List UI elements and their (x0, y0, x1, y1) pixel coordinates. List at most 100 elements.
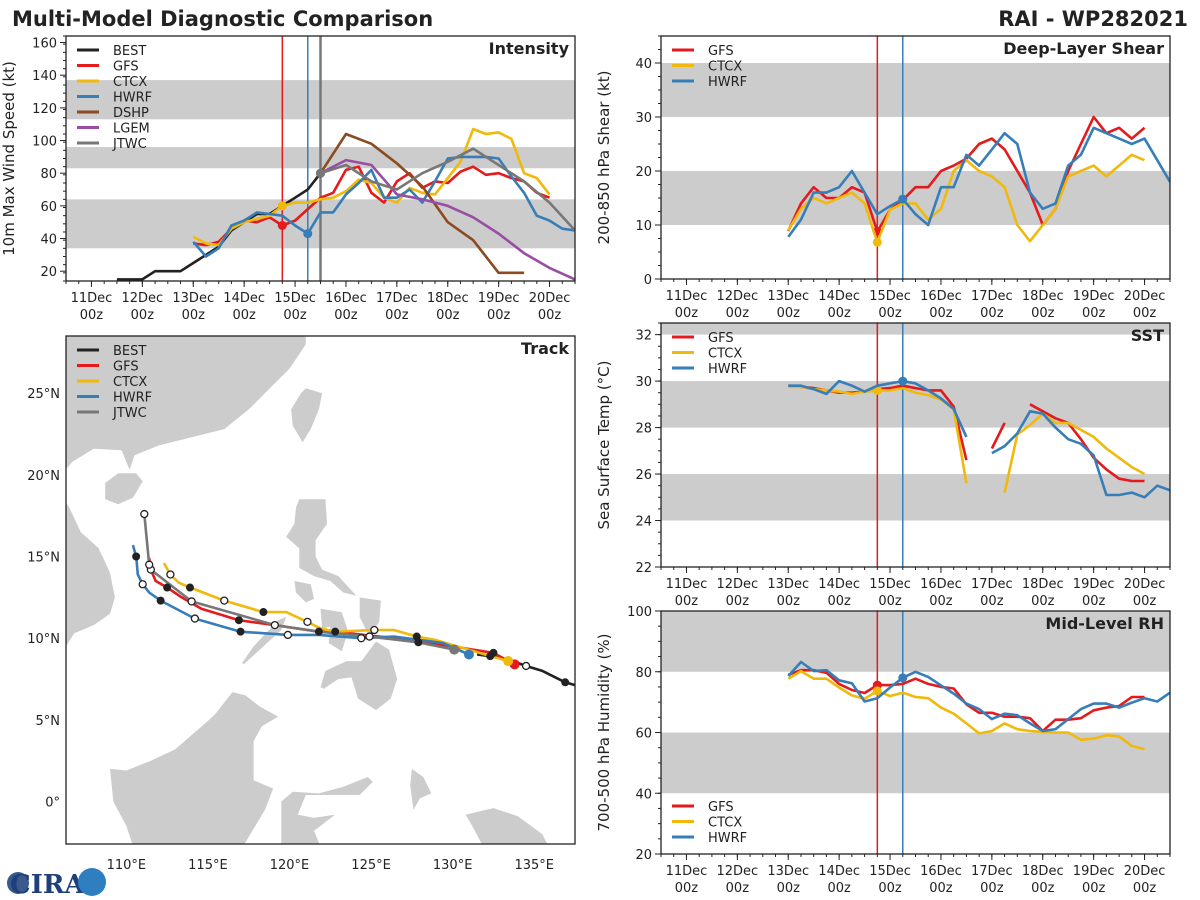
x-tick-label-hour: 00z (675, 306, 699, 321)
x-tick-label-date: 20Dec (1124, 864, 1166, 879)
track-point-filled (156, 596, 165, 605)
x-tick-label-date: 15Dec (869, 289, 911, 304)
x-tick-label-date: 19Dec (1073, 289, 1115, 304)
init-marker-hwrf (898, 673, 908, 683)
track-point-open (283, 630, 293, 640)
track-point-filled (163, 583, 172, 592)
series-line-dshp (319, 132, 525, 275)
init-marker-jtwc (316, 168, 325, 178)
x-tick-label-hour: 00z (878, 881, 902, 896)
track-point-open (303, 617, 312, 627)
x-tick-label-hour: 00z (929, 881, 953, 896)
x-tick-label-hour: 00z (675, 881, 699, 896)
x-tick-label-date: 17Dec (971, 864, 1013, 879)
lon-tick-label: 110°E (107, 858, 147, 873)
x-tick-label-date: 16Dec (325, 291, 367, 306)
y-tick-label: 80 (40, 167, 57, 182)
track-point-open (140, 509, 149, 519)
y-tick-label: 24 (635, 515, 652, 530)
x-tick-label-hour: 00z (827, 881, 851, 896)
track-line-hwrf (131, 544, 470, 656)
legend-label: CTCX (708, 816, 742, 831)
series-line-ctcx (1003, 412, 1146, 493)
x-tick-label-hour: 00z (80, 308, 104, 323)
legend-label: JTWC (112, 137, 147, 152)
x-tick-label-date: 18Dec (427, 291, 469, 306)
lat-tick-label: 10°N (27, 632, 60, 647)
y-axis-label: 200-850 hPa Shear (kt) (595, 71, 613, 245)
threshold-band (661, 474, 1170, 521)
track-line-ctcx (162, 562, 509, 663)
x-tick-label-hour: 00z (726, 881, 750, 896)
track-point-filled (259, 608, 268, 617)
x-tick-label-date: 11Dec (666, 289, 708, 304)
x-tick-label-hour: 00z (878, 306, 902, 321)
series-line-hwrf (788, 379, 968, 438)
y-tick-label: 160 (32, 37, 57, 52)
threshold-band (661, 171, 1170, 225)
y-tick-label: 0 (644, 273, 652, 288)
y-tick-label: 28 (635, 422, 652, 437)
legend-label: GFS (113, 60, 139, 75)
x-tick-label-hour: 00z (1133, 881, 1157, 896)
lon-tick-label: 125°E (351, 858, 391, 873)
x-tick-label-date: 17Dec (971, 577, 1013, 592)
x-tick-label-date: 14Dec (818, 864, 860, 879)
track-point-open (187, 597, 196, 606)
y-tick-label: 22 (635, 561, 652, 576)
x-tick-label-date: 16Dec (920, 864, 962, 879)
legend-label: BEST (113, 44, 146, 59)
threshold-band (661, 323, 1170, 335)
panel-deep-layer-shear: 0 10 20 30 40 11Dec 00z 12Dec 00z 13Dec 00z 14Dec 00… (595, 35, 1171, 321)
x-tick-label-date: 19Dec (478, 291, 520, 306)
legend-label: GFS (113, 360, 139, 375)
legend-label: HWRF (113, 91, 152, 106)
series-line-lgem (319, 158, 575, 281)
track-point-filled (489, 648, 498, 657)
track-point-filled (236, 627, 245, 636)
land-mass (110, 692, 279, 844)
lat-tick-label: 15°N (27, 551, 60, 566)
series-line-hwrf (787, 660, 1170, 733)
x-tick-label-date: 15Dec (274, 291, 316, 306)
legend-label: GFS (708, 800, 734, 815)
land-mass (66, 336, 306, 647)
y-tick-label: 20 (635, 848, 652, 863)
x-tick-label-hour: 00z (929, 306, 953, 321)
x-tick-label-hour: 00z (1082, 306, 1106, 321)
x-tick-label-hour: 00z (827, 306, 851, 321)
track-point-filled (314, 627, 323, 636)
track-point-open (138, 580, 147, 589)
threshold-band (661, 732, 1170, 794)
lon-tick-label: 130°E (433, 858, 473, 873)
track-start-marker-hwrf (463, 649, 474, 660)
x-tick-label-date: 20Dec (1124, 289, 1166, 304)
x-tick-label-hour: 00z (1031, 306, 1055, 321)
land-mass (286, 499, 357, 596)
panel-mid-level-rh: 20 40 60 80 100 11Dec 00z 12Dec 00z 13Dec 00z 14Dec… (595, 605, 1171, 896)
x-tick-label-hour: 00z (777, 594, 801, 609)
land-mass (281, 777, 373, 844)
x-tick-label-date: 15Dec (869, 864, 911, 879)
legend-label: BEST (113, 344, 146, 359)
panel-title: SST (1131, 326, 1164, 345)
x-tick-label-hour: 00z (131, 308, 155, 323)
panel-track: 110°E 115°E 120°E 125°E 130°E 135°E 0° 5°N 10°N 1… (27, 335, 576, 873)
x-tick-label-date: 15Dec (869, 577, 911, 592)
y-axis-label: 10m Max Wind Speed (kt) (0, 61, 18, 256)
land-mass (320, 641, 398, 711)
series-line-ctcx (787, 669, 1145, 751)
legend-label: CTCX (708, 347, 742, 362)
legend-label: HWRF (708, 75, 747, 90)
legend-label: CTCX (708, 60, 742, 75)
track-point-open (521, 661, 531, 671)
legend-label: HWRF (113, 391, 152, 406)
lat-tick-label: 5°N (36, 714, 61, 729)
y-tick-label: 26 (635, 468, 652, 483)
legend-label: HWRF (708, 831, 747, 846)
panel-intensity: 20 40 60 80 100 120 140 160 11Dec 00z 12Dec 00z 13De… (0, 35, 576, 323)
y-tick-label: 100 (32, 135, 57, 150)
y-tick-label: 30 (635, 111, 652, 126)
